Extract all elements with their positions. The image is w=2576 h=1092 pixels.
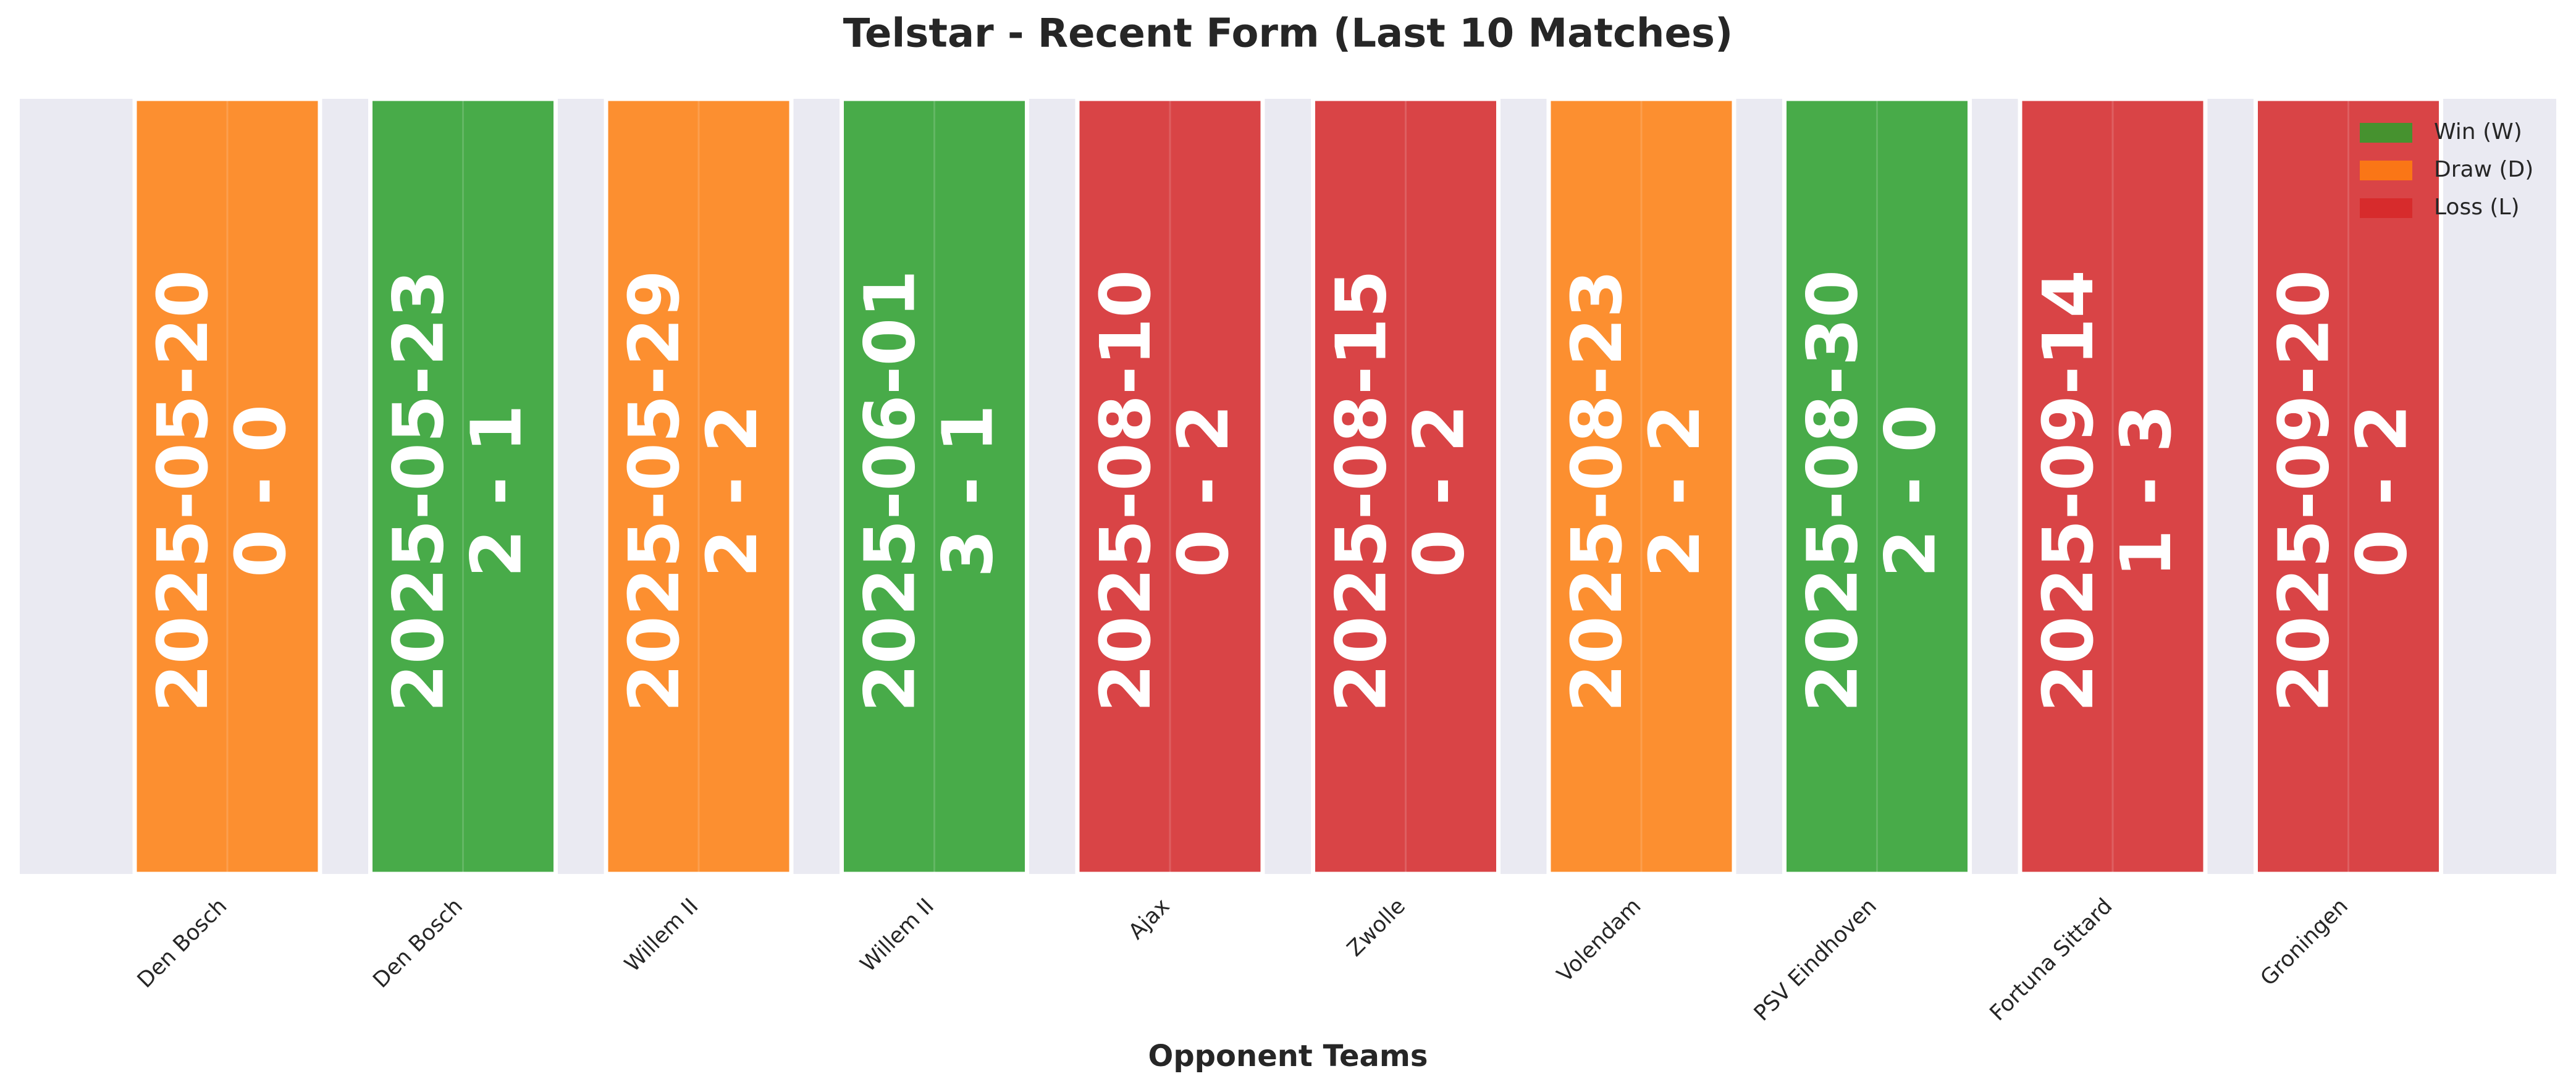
match-score: 2 - 1 — [457, 405, 537, 578]
match-score: 3 - 1 — [928, 405, 1008, 578]
match-bar — [840, 96, 1029, 876]
match-bar — [1546, 96, 1736, 876]
x-tick-label: Willem II — [620, 894, 704, 977]
match-score: 2 - 0 — [1871, 405, 1951, 578]
x-tick-label: Zwolle — [1342, 894, 1410, 962]
match-date: 2025-08-10 — [1086, 270, 1166, 712]
match-score: 0 - 2 — [2342, 405, 2422, 578]
legend-swatch — [2360, 123, 2412, 143]
match-date: 2025-06-01 — [850, 270, 930, 712]
legend-label: Draw (D) — [2434, 157, 2533, 182]
match-score: 0 - 0 — [221, 405, 301, 578]
match-date: 2025-08-23 — [1557, 270, 1638, 712]
match-date: 2025-05-29 — [615, 270, 695, 712]
match-date: 2025-05-20 — [143, 270, 224, 712]
match-score: 0 - 2 — [1164, 405, 1244, 578]
match-score: 2 - 2 — [1635, 405, 1715, 578]
match-bar — [2254, 96, 2443, 876]
legend-swatch — [2360, 161, 2412, 180]
legend-label: Loss (L) — [2434, 195, 2520, 220]
x-tick-label: Groningen — [2256, 894, 2353, 991]
match-date: 2025-05-23 — [379, 270, 459, 712]
x-tick-label: Den Bosch — [133, 894, 232, 993]
match-bar — [132, 96, 322, 876]
match-bar — [368, 96, 558, 876]
x-tick-label: Willem II — [856, 894, 939, 977]
x-tick-label: Volendam — [1552, 894, 1646, 987]
match-date: 2025-09-14 — [2029, 270, 2109, 712]
match-bar — [2018, 96, 2208, 876]
x-tick-label: Fortuna Sittard — [1985, 894, 2118, 1026]
match-score: 2 - 2 — [692, 405, 773, 578]
legend-swatch — [2360, 198, 2412, 218]
legend-label: Win (W) — [2434, 119, 2522, 145]
match-bar — [604, 96, 794, 876]
match-bar — [1782, 96, 1972, 876]
match-date: 2025-08-30 — [1793, 270, 1873, 712]
match-bar — [1075, 96, 1265, 876]
x-tick-label: Ajax — [1124, 894, 1175, 944]
x-tick-label: Den Bosch — [368, 894, 467, 993]
chart-title: Telstar - Recent Form (Last 10 Matches) — [843, 11, 1733, 57]
match-score: 1 - 3 — [2107, 405, 2187, 578]
x-tick-label: PSV Eindhoven — [1749, 894, 1882, 1026]
match-date: 2025-09-20 — [2264, 270, 2344, 712]
x-axis-label: Opponent Teams — [1148, 1039, 1428, 1073]
match-bar — [1311, 96, 1501, 876]
match-date: 2025-08-15 — [1321, 270, 1402, 712]
match-score: 0 - 2 — [1399, 405, 1480, 578]
